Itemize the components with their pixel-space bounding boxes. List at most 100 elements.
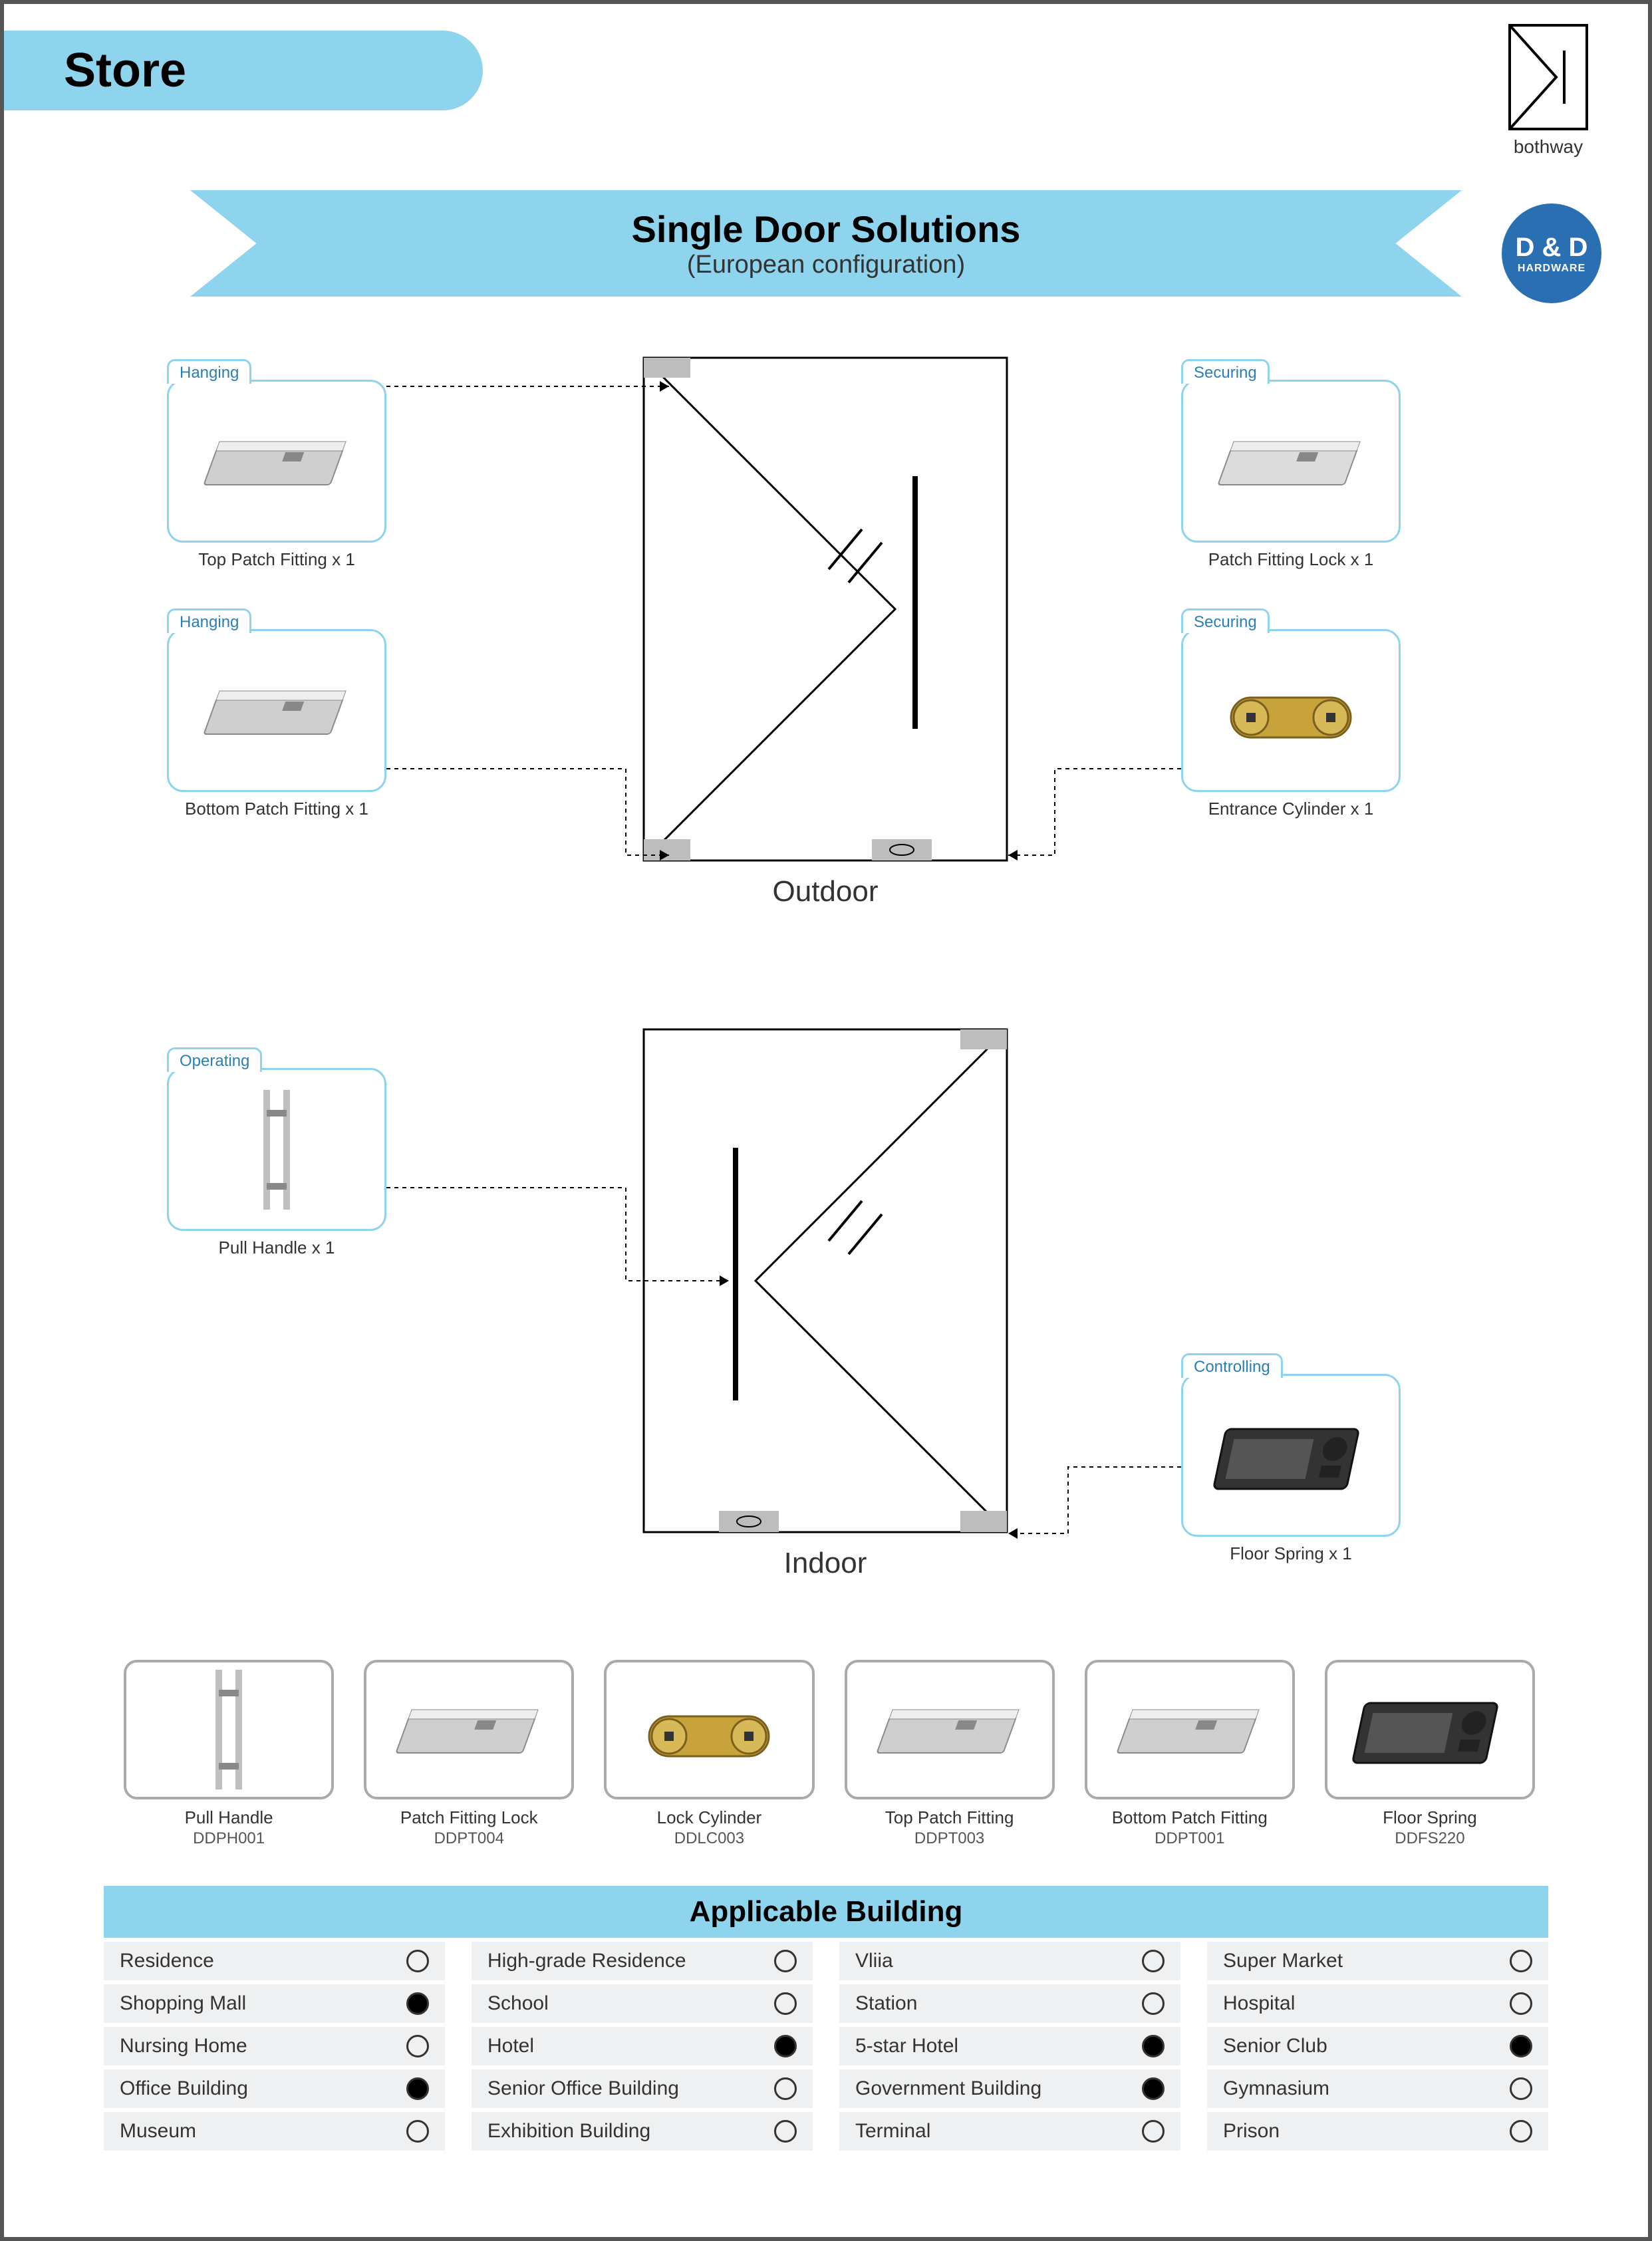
store-label: Store	[64, 43, 186, 98]
banner-subtitle: (European configuration)	[687, 251, 965, 279]
table-body: Residence High-grade Residence Vliia Super …	[104, 1942, 1548, 2151]
table-cell: Hotel	[472, 2027, 813, 2065]
card-tag: Securing	[1181, 608, 1270, 633]
product-name: Bottom Patch Fitting	[1112, 1807, 1268, 1828]
radio-icon	[1510, 2077, 1532, 2100]
table-cell: Residence	[104, 1942, 445, 1980]
cell-label: Hotel	[487, 2035, 534, 2057]
logo-top: D & D	[1516, 233, 1588, 263]
cell-label: Nursing Home	[120, 2035, 247, 2057]
product-card[interactable]: Pull Handle DDPH001	[124, 1660, 334, 1866]
table-cell: Vliia	[839, 1942, 1180, 1980]
product-name: Pull Handle	[185, 1807, 273, 1828]
product-card[interactable]: Floor Spring DDFS220	[1325, 1660, 1535, 1866]
card-tag: Securing	[1181, 359, 1270, 384]
banner-title: Single Door Solutions	[632, 207, 1021, 251]
radio-icon	[1510, 2035, 1532, 2057]
card-label: Top Patch Fitting x 1	[169, 549, 384, 570]
store-pill: Store	[4, 31, 483, 110]
table-cell: Gymnasium	[1207, 2069, 1548, 2108]
bothway-icon: bothway	[1508, 24, 1588, 158]
card-pull-handle: Operating Pull Handle x 1	[167, 1068, 386, 1231]
product-image	[364, 1660, 574, 1799]
cell-label: Senior Club	[1223, 2035, 1327, 2057]
table-cell: Shopping Mall	[104, 1984, 445, 2023]
radio-icon	[406, 1992, 429, 2015]
table-cell: Senior Office Building	[472, 2069, 813, 2108]
radio-icon	[406, 2120, 429, 2143]
product-code: DDPT003	[914, 1829, 984, 1848]
radio-icon	[406, 2035, 429, 2057]
cell-label: Prison	[1223, 2120, 1280, 2143]
radio-icon	[774, 2077, 797, 2100]
radio-icon	[774, 1992, 797, 2015]
product-name: Lock Cylinder	[657, 1807, 762, 1828]
product-code: DDPT004	[434, 1829, 504, 1848]
card-image	[176, 638, 378, 783]
radio-icon	[406, 1950, 429, 1972]
radio-icon	[1142, 2077, 1165, 2100]
cell-label: 5-star Hotel	[855, 2035, 958, 2057]
card-tag: Operating	[167, 1047, 262, 1072]
cell-label: Residence	[120, 1950, 214, 1972]
cell-label: Exhibition Building	[487, 2120, 650, 2143]
cell-label: Museum	[120, 2120, 196, 2143]
cell-label: Terminal	[855, 2120, 930, 2143]
cell-label: Super Market	[1223, 1950, 1343, 1972]
table-cell: Museum	[104, 2112, 445, 2151]
product-image	[1325, 1660, 1535, 1799]
radio-icon	[1510, 1992, 1532, 2015]
product-image	[604, 1660, 814, 1799]
card-bottom-patch: Hanging Bottom Patch Fitting x 1	[167, 629, 386, 792]
radio-icon	[1142, 2035, 1165, 2057]
table-cell: Nursing Home	[104, 2027, 445, 2065]
table-cell: High-grade Residence	[472, 1942, 813, 1980]
radio-icon	[1510, 1950, 1532, 1972]
product-code: DDFS220	[1395, 1829, 1464, 1848]
table-cell: Super Market	[1207, 1942, 1548, 1980]
product-name: Top Patch Fitting	[885, 1807, 1014, 1828]
radio-icon	[1142, 2120, 1165, 2143]
card-tag: Hanging	[167, 608, 251, 633]
cell-label: Shopping Mall	[120, 1992, 246, 2015]
cell-label: Gymnasium	[1223, 2077, 1329, 2100]
product-card[interactable]: Patch Fitting Lock DDPT004	[364, 1660, 574, 1866]
card-image	[176, 1077, 378, 1222]
card-label: Floor Spring x 1	[1183, 1543, 1399, 1564]
product-code: DDLC003	[674, 1829, 744, 1848]
card-floor-spring: Controlling Floor Spring x 1	[1181, 1374, 1401, 1537]
product-card[interactable]: Lock Cylinder DDLC003	[604, 1660, 814, 1866]
table-title: Applicable Building	[104, 1886, 1548, 1938]
card-image	[1190, 388, 1392, 534]
card-image	[1190, 638, 1392, 783]
radio-icon	[406, 2077, 429, 2100]
radio-icon	[774, 1950, 797, 1972]
title-banner: Single Door Solutions (European configur…	[190, 190, 1462, 297]
product-card[interactable]: Bottom Patch Fitting DDPT001	[1085, 1660, 1295, 1866]
cell-label: Hospital	[1223, 1992, 1295, 2015]
product-code: DDPT001	[1155, 1829, 1224, 1848]
product-image	[845, 1660, 1055, 1799]
radio-icon	[774, 2035, 797, 2057]
cell-label: Senior Office Building	[487, 2077, 679, 2100]
cell-label: Office Building	[120, 2077, 248, 2100]
table-cell: School	[472, 1984, 813, 2023]
card-label: Patch Fitting Lock x 1	[1183, 549, 1399, 570]
radio-icon	[774, 2120, 797, 2143]
product-row: Pull Handle DDPH001 Patch Fitting Lock D…	[124, 1660, 1535, 1866]
radio-icon	[1142, 1950, 1165, 1972]
logo-bottom: HARDWARE	[1518, 263, 1585, 275]
radio-icon	[1142, 1992, 1165, 2015]
table-cell: Office Building	[104, 2069, 445, 2108]
card-cylinder: Securing Entrance Cylinder x 1	[1181, 629, 1401, 792]
product-card[interactable]: Top Patch Fitting DDPT003	[845, 1660, 1055, 1866]
card-image	[1190, 1383, 1392, 1528]
table-cell: Terminal	[839, 2112, 1180, 2151]
product-name: Floor Spring	[1383, 1807, 1477, 1828]
page: Store bothway Single Door Solutions (Eur…	[0, 0, 1652, 2241]
card-patch-lock: Securing Patch Fitting Lock x 1	[1181, 380, 1401, 543]
cell-label: School	[487, 1992, 549, 2015]
table-cell: Hospital	[1207, 1984, 1548, 2023]
card-tag: Hanging	[167, 359, 251, 384]
brand-logo: D & D HARDWARE	[1502, 203, 1601, 303]
